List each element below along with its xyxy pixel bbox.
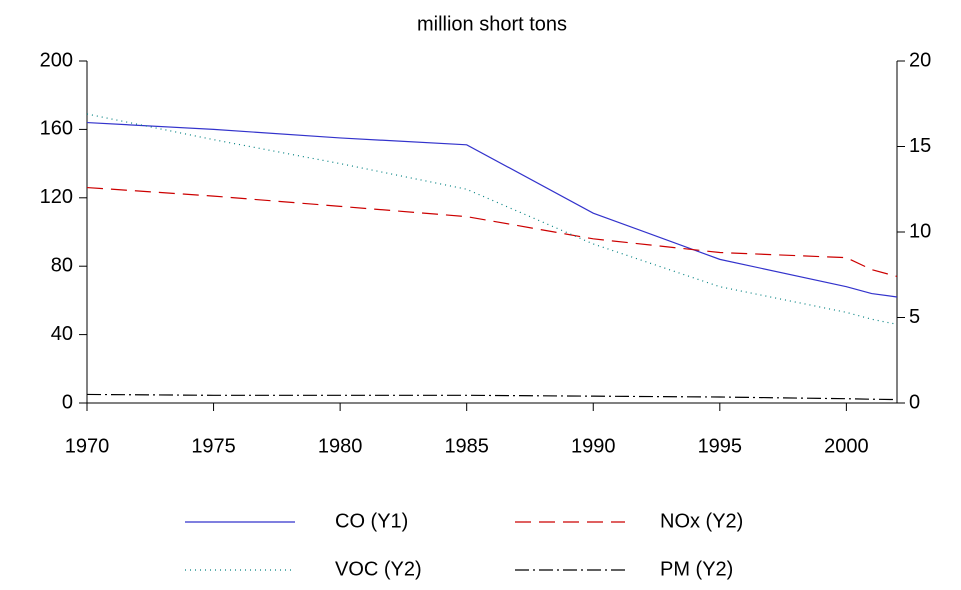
y-tick-label: 160 — [40, 118, 73, 140]
x-tick-label: 2000 — [824, 435, 869, 457]
series-line — [86, 393, 898, 401]
legend-label: VOC (Y2) — [335, 558, 422, 580]
x-tick-label: 1970 — [65, 435, 110, 457]
series-line — [86, 186, 898, 278]
series-line — [86, 113, 898, 325]
x-tick-label: 1985 — [444, 435, 489, 457]
y2-tick-label: 10 — [909, 220, 931, 242]
x-tick-label: 1980 — [318, 435, 363, 457]
y-tick-label: 80 — [51, 254, 73, 276]
legend-label: CO (Y1) — [335, 510, 408, 532]
x-tick-label: 1975 — [191, 435, 236, 457]
chart-title: million short tons — [417, 13, 567, 35]
x-tick-label: 1990 — [571, 435, 616, 457]
legend-label: NOx (Y2) — [660, 510, 743, 532]
y2-tick-label: 15 — [909, 135, 931, 157]
y2-tick-label: 0 — [909, 391, 920, 413]
series-line — [86, 121, 898, 298]
y-tick-label: 0 — [62, 391, 73, 413]
x-tick-label: 1995 — [698, 435, 743, 457]
y-tick-label: 200 — [40, 49, 73, 71]
y-tick-label: 120 — [40, 186, 73, 208]
y2-tick-label: 20 — [909, 49, 931, 71]
y-tick-label: 40 — [51, 323, 73, 345]
y2-tick-label: 5 — [909, 306, 920, 328]
legend-label: PM (Y2) — [660, 558, 733, 580]
